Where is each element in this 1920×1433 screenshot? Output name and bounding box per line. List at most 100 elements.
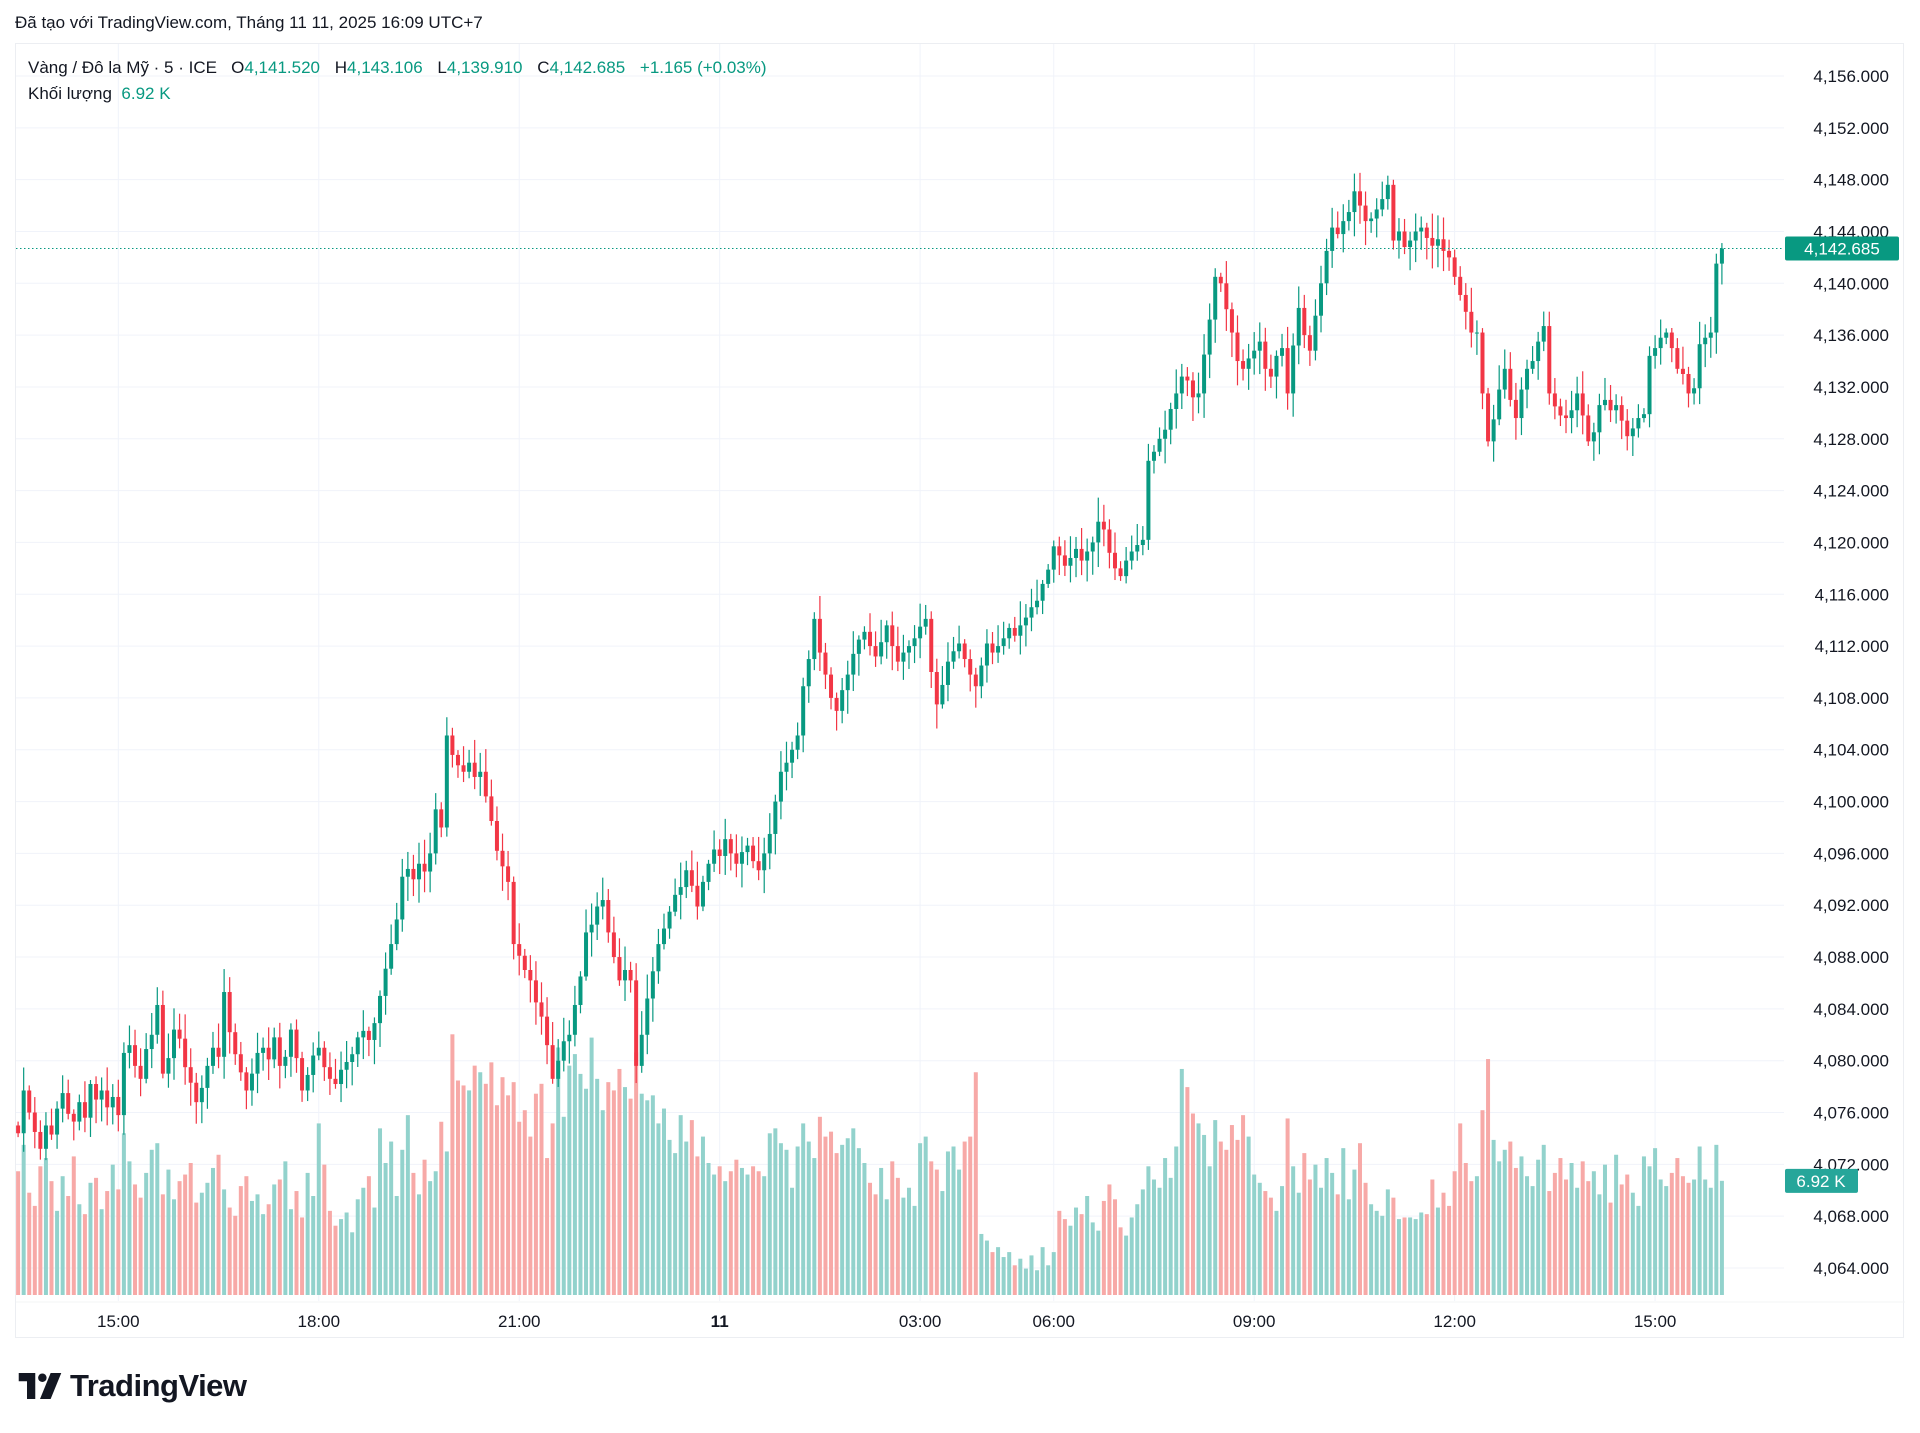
tradingview-logo[interactable]: TradingView (18, 1368, 247, 1404)
volume-bar (1257, 1182, 1262, 1295)
candle-body (272, 1037, 277, 1060)
candle-body (689, 870, 694, 886)
candle-body (550, 1045, 555, 1079)
volume-bar (784, 1149, 789, 1295)
volume-bar (1547, 1191, 1552, 1295)
change-value: +1.165 (+0.03%) (639, 58, 767, 77)
candle-body (1703, 337, 1708, 345)
candle-body (77, 1102, 82, 1122)
candle-body (133, 1045, 138, 1066)
volume-bar (556, 1047, 561, 1295)
volume-bar (82, 1214, 87, 1295)
volume-bar (233, 1215, 238, 1295)
price-tick-label: 4,096.000 (1813, 844, 1889, 863)
volume-bar (1402, 1217, 1407, 1295)
volume-bar (1658, 1179, 1663, 1295)
candle-body (773, 801, 778, 834)
candle-body (572, 1004, 577, 1035)
candle-body (918, 626, 923, 639)
symbol-title[interactable]: Vàng / Đô la Mỹ · 5 · ICE (28, 58, 217, 77)
candle-body (428, 853, 433, 872)
volume-bar (16, 1171, 21, 1295)
price-tick-label: 4,064.000 (1813, 1259, 1889, 1278)
candle-body (500, 850, 505, 867)
volume-bar (1319, 1187, 1324, 1295)
candle-body (968, 659, 973, 675)
candle-body (817, 618, 822, 653)
volume-bar (389, 1141, 394, 1295)
volume-bar (1686, 1182, 1691, 1295)
volume-bar (1447, 1205, 1452, 1295)
volume-bar (873, 1194, 878, 1295)
volume-bar (1558, 1158, 1563, 1295)
volume-bar (311, 1196, 316, 1295)
volume-bar (1469, 1181, 1474, 1295)
candle-body (155, 1004, 160, 1035)
volume-bar (1179, 1068, 1184, 1295)
candle-body (383, 968, 388, 996)
candle-body (222, 992, 227, 1057)
volume-bar (879, 1167, 884, 1295)
candle-body (43, 1125, 48, 1149)
volume-bar (1608, 1202, 1613, 1295)
volume-bar (1714, 1144, 1719, 1295)
candle-body (1229, 309, 1234, 333)
candle-body (105, 1090, 110, 1108)
volume-bar (1023, 1268, 1028, 1295)
volume-bar (1224, 1149, 1229, 1295)
volume-bar (1140, 1189, 1145, 1295)
volume-bar (1419, 1212, 1424, 1295)
candle-body (578, 976, 583, 1005)
candle-body (1185, 376, 1190, 381)
time-tick-label: 15:00 (97, 1312, 140, 1331)
volume-label[interactable]: Khối lượng (28, 84, 112, 103)
low-value: 4,139.910 (446, 58, 523, 77)
candle-body (71, 1113, 76, 1122)
volume-bar (32, 1205, 37, 1295)
volume-bar (1692, 1179, 1697, 1295)
volume-bar (918, 1143, 923, 1295)
volume-bar (957, 1169, 962, 1295)
candle-body (1241, 361, 1246, 369)
chart-panel[interactable]: 4,156.000 4,152.000 4,148.000 4,144.000 4,14… (15, 43, 1905, 1339)
volume-bar (1369, 1204, 1374, 1295)
candle-body (556, 1060, 561, 1079)
candle-body (1035, 600, 1040, 608)
candle-body (1552, 393, 1557, 407)
volume-bar (249, 1200, 254, 1295)
candlestick-chart[interactable]: 4,156.0004,152.0004,148.0004,144.0004,14… (16, 44, 1905, 1339)
candle-body (1619, 405, 1624, 421)
volume-bar (450, 1034, 455, 1295)
volume-bar (890, 1161, 895, 1295)
candle-body (1530, 361, 1535, 369)
volume-bar (1118, 1227, 1123, 1295)
candle-body (422, 863, 427, 872)
price-tick-label: 4,120.000 (1813, 533, 1889, 552)
volume-bar (600, 1110, 605, 1295)
volume-bar (277, 1179, 282, 1295)
volume-bar (1675, 1158, 1680, 1295)
volume-bar (216, 1154, 221, 1295)
candle-body (1357, 191, 1362, 206)
volume-bar (539, 1083, 544, 1295)
candle-body (1497, 389, 1502, 420)
candle-body (489, 796, 494, 821)
last-volume-badge (1785, 1168, 1858, 1193)
volume-bar (1241, 1115, 1246, 1295)
tradingview-logo-icon (18, 1373, 62, 1399)
candle-body (467, 762, 472, 772)
volume-bar (1435, 1207, 1440, 1295)
candle-body (99, 1090, 104, 1100)
candle-body (88, 1084, 93, 1118)
candle-body (1547, 326, 1552, 394)
volume-bar (177, 1181, 182, 1295)
volume-bar (589, 1037, 594, 1295)
candle-body (712, 849, 717, 864)
candle-body (845, 674, 850, 691)
volume-bar (684, 1141, 689, 1295)
volume-bar (183, 1174, 188, 1295)
candle-body (1280, 348, 1285, 356)
volume-bar (1291, 1166, 1296, 1295)
candle-body (389, 944, 394, 969)
candle-body (238, 1054, 243, 1073)
